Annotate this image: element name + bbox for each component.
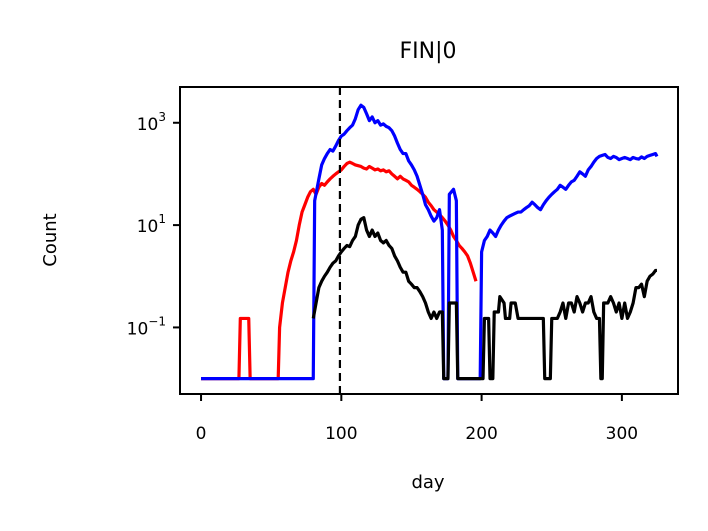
chart-title: FIN|0: [399, 39, 456, 64]
series-line-2: [311, 216, 658, 381]
x-tick-label: 0: [196, 424, 207, 444]
plot-area: [201, 87, 659, 394]
series-line-1: [201, 103, 659, 381]
series-line-0: [201, 160, 478, 381]
y-tick-label: 103: [137, 110, 166, 135]
x-tick-label: 200: [465, 424, 497, 444]
y-tick-label: 10−1: [127, 314, 166, 339]
x-tick-label: 100: [325, 424, 357, 444]
x-axis: 0 100 200 300: [196, 394, 638, 444]
axes-frame: [179, 86, 679, 395]
y-axis-label: Count: [40, 213, 61, 266]
x-tick-label: 300: [606, 424, 638, 444]
y-axis: 10−1 101 103: [127, 110, 180, 339]
x-axis-label: day: [411, 472, 444, 493]
y-tick-label: 101: [137, 212, 166, 237]
